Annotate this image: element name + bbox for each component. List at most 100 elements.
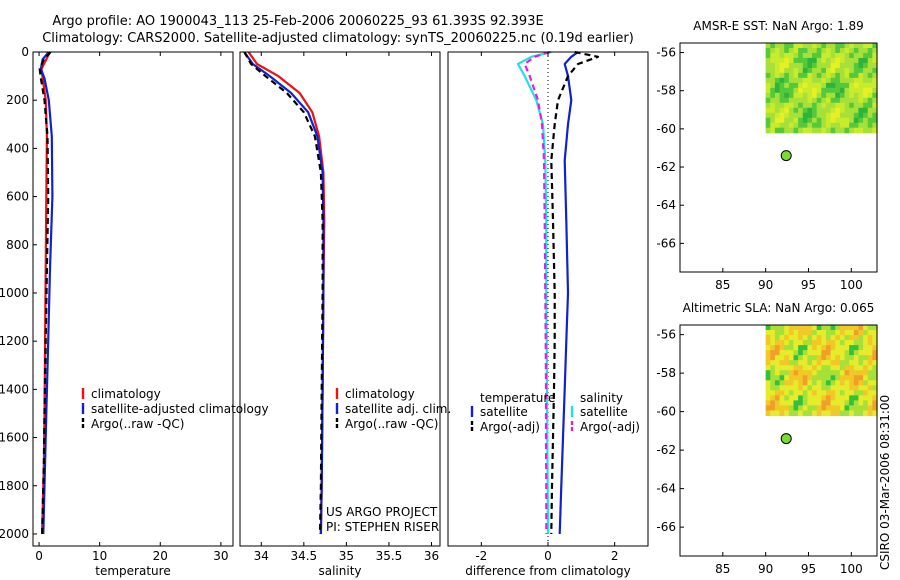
sst-map-field-cell	[765, 52, 771, 59]
sla-map-field-cell	[821, 405, 827, 412]
sla-map-field-cell	[853, 380, 860, 386]
sst-map-field-cell	[849, 102, 855, 109]
sla-map-field-cell	[765, 345, 771, 351]
sla-map-field-cell	[858, 370, 864, 376]
sst-map-field-cell	[807, 92, 813, 99]
sla-map-field-cell	[816, 400, 822, 407]
sla-map-field-cell	[835, 370, 841, 376]
sst-map-field-cell	[779, 67, 785, 74]
sla-map-field-cell	[812, 325, 818, 331]
temperature-xtick-label: 20	[153, 549, 168, 563]
sst-map-field-cell	[816, 87, 822, 94]
sla-map-field-cell	[798, 340, 804, 346]
sst-map-field-cell	[863, 57, 869, 64]
temperature-frame	[32, 51, 234, 547]
sst-map-field-cell	[816, 112, 822, 119]
sla-map-field-cell	[770, 360, 776, 366]
sla-map-field-cell	[816, 350, 822, 356]
sla-map-field-cell	[853, 370, 860, 376]
sla-map-field-cell	[816, 395, 822, 401]
sst-map-xtick-label: 95	[801, 278, 816, 292]
sst-map-field-cell	[798, 43, 804, 49]
sst-map-field-cell	[807, 67, 813, 74]
sst-map-field-cell	[853, 97, 860, 104]
sla-map-field-cell	[858, 365, 864, 371]
sst-map-field-cell	[825, 122, 832, 129]
sst-map-field-cell	[812, 87, 818, 94]
sla-map-field-cell	[839, 330, 846, 336]
sst-map-field-cell	[802, 107, 809, 114]
sst-map-field-cell	[844, 52, 850, 59]
sla-map-field-cell	[849, 355, 855, 361]
sst-map-field-cell	[872, 57, 878, 64]
sst-map-field-cell	[765, 67, 771, 74]
sst-map-field-cell	[844, 107, 850, 114]
sla-map-field-cell	[821, 365, 827, 371]
sst-map-panel: AMSR-E SST: NaN Argo: 1.89 85 90 95 100 -56 -5…	[656, 19, 878, 292]
sst-map-xtick-label: 100	[840, 278, 863, 292]
sst-map-field-cell	[849, 127, 855, 134]
sla-map-field-cell	[770, 350, 776, 356]
sst-map-field-cell	[867, 57, 873, 64]
sla-map-field-cell	[821, 335, 827, 341]
temperature-ytick-label: 400	[6, 141, 29, 155]
sst-map-field-cell	[802, 47, 809, 54]
sst-map-field-cell	[798, 52, 804, 59]
sla-map-field-cell	[825, 350, 832, 356]
salinity-frame	[239, 51, 441, 547]
sla-map-field-cell	[788, 350, 795, 356]
sst-map-field-cell	[798, 57, 804, 64]
sla-map-field-cell	[779, 335, 785, 341]
sla-map-field-cell	[798, 325, 804, 331]
sst-map-field-cell	[784, 87, 790, 94]
sla-map-field-cell	[793, 325, 799, 331]
sst-map-field-cell	[858, 127, 864, 134]
sst-map-field-cell	[765, 107, 771, 114]
sla-map-field-cell	[788, 340, 795, 346]
sla-map-field-cell	[802, 395, 809, 401]
sla-map-field-cell	[774, 345, 781, 351]
sst-map-field-cell	[839, 77, 846, 84]
sst-map-field-cell	[779, 57, 785, 64]
sla-map-field-cell	[774, 330, 781, 336]
sst-map-field-cell	[816, 77, 822, 84]
sla-map-field-cell	[844, 375, 850, 381]
sst-map-field-cell	[858, 107, 864, 114]
sla-map-field-cell	[779, 410, 785, 417]
sst-map-field-cell	[779, 43, 785, 49]
salinity-legend-label: satellite adj. clim.	[345, 402, 451, 416]
sst-map-field-cell	[802, 97, 809, 104]
sla-map-field-cell	[844, 355, 850, 361]
sst-map-field-cell	[853, 47, 860, 54]
sla-map-field-cell	[816, 360, 822, 366]
sla-map-field-cell	[872, 395, 878, 401]
sla-map-field-cell	[867, 355, 873, 361]
sla-map-field-cell	[807, 385, 813, 391]
sst-map-field-cell	[793, 112, 799, 119]
sst-map-field-cell	[858, 82, 864, 89]
sla-map-field-cell	[853, 360, 860, 366]
sst-map-title: AMSR-E SST: NaN Argo: 1.89	[693, 19, 863, 33]
sst-map-field-cell	[816, 52, 822, 59]
temperature-series-2-line	[38, 51, 52, 535]
sla-map-field-cell	[793, 380, 799, 386]
sla-map-field-cell	[872, 345, 878, 351]
sst-map-field-cell	[821, 67, 827, 74]
sst-map-field-cell	[798, 47, 804, 54]
sla-map-field-cell	[802, 355, 809, 361]
sla-map-field-cell	[867, 340, 873, 346]
sst-map-ytick-label: -66	[656, 236, 676, 250]
sla-map-xtick-label: 90	[758, 562, 773, 576]
sla-map-field-cell	[812, 370, 818, 376]
sla-map-field-cell	[793, 330, 799, 336]
sla-map-field-cell	[793, 400, 799, 407]
sla-map-field-cell	[788, 365, 795, 371]
sst-map-field-cell	[839, 117, 846, 124]
sla-map-field-cell	[835, 365, 841, 371]
sla-map-field-cell	[872, 350, 878, 356]
sla-map-field-cell	[807, 380, 813, 386]
sla-map-field-cell	[788, 400, 795, 407]
sla-map-field-cell	[812, 375, 818, 381]
sst-map-field-cell	[816, 97, 822, 104]
sst-map-field-cell	[812, 72, 818, 79]
